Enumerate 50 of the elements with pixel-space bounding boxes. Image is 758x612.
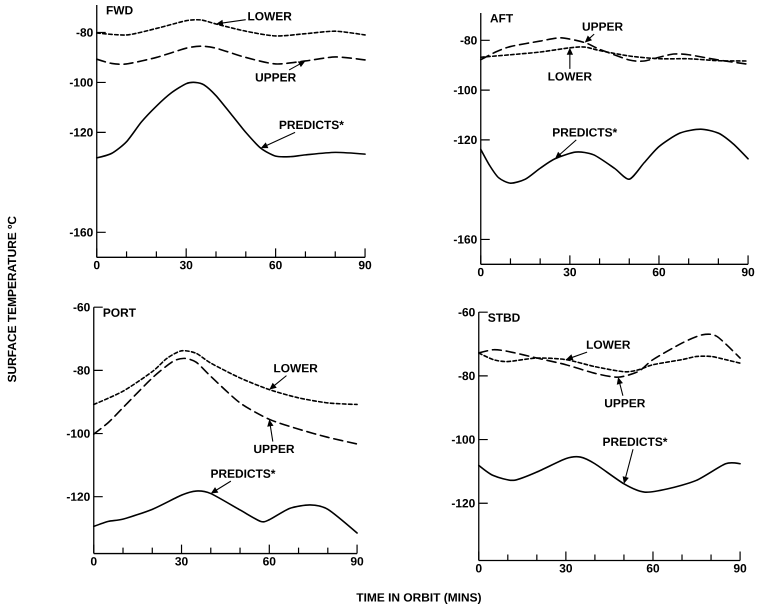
y-tick-label: -120 — [452, 498, 475, 508]
legend-label: LOWER — [248, 12, 292, 20]
x-tick-label: 30 — [560, 564, 572, 572]
legend-label: UPPER — [604, 398, 646, 408]
x-axis-title: TIME IN ORBIT (MINS) — [356, 592, 481, 604]
chart-title: STBD — [488, 313, 520, 322]
y-tick-label: -120 — [454, 135, 477, 144]
series-label: LOWER — [586, 340, 630, 349]
y-tick-label: -100 — [70, 78, 93, 86]
y-tick-label: -60 — [73, 302, 90, 312]
y-tick-label: -120 — [70, 128, 93, 136]
x-tick-label: 90 — [350, 556, 364, 566]
x-tick-label: 60 — [646, 564, 660, 572]
x-tick-label: 30 — [180, 260, 192, 270]
y-tick-label: -160 — [70, 228, 93, 236]
x-tick-label: 60 — [263, 556, 276, 566]
x-tick-label: 0 — [478, 268, 484, 276]
y-tick-label: -80 — [460, 36, 477, 44]
y-tick-label: -80 — [458, 371, 475, 380]
y-tick-label: -80 — [73, 366, 90, 374]
series-label: PREDICTS* — [603, 437, 668, 446]
chart-title: PORT — [104, 308, 136, 317]
y-tick-label: -100 — [454, 86, 477, 94]
x-tick-label: 60 — [652, 268, 666, 276]
x-tick-label: 90 — [742, 268, 754, 276]
x-tick-label: 60 — [269, 260, 282, 270]
x-tick-label: 0 — [90, 556, 97, 566]
series-label: PREDICTS* — [553, 128, 618, 136]
y-tick-label: -100 — [66, 429, 90, 438]
chart-title: FWD — [106, 6, 133, 14]
legend-label: UPPER — [254, 444, 294, 453]
series-label: PREDICTS* — [280, 120, 344, 129]
series-label: UPPER — [582, 22, 623, 31]
series-label: UPPER — [256, 73, 296, 82]
x-tick-label: 0 — [476, 564, 482, 572]
y-axis-title: SURFACE TEMPERATURE ºC — [8, 216, 16, 382]
y-tick-label: -80 — [76, 28, 93, 36]
x-tick-label: 0 — [94, 260, 100, 270]
x-tick-label: 30 — [564, 268, 576, 276]
x-tick-label: 90 — [734, 564, 746, 572]
chart-title: AFT — [490, 14, 514, 22]
legend-label: LOWER — [548, 72, 592, 80]
x-tick-label: 30 — [175, 556, 188, 566]
y-tick-label: -120 — [66, 492, 90, 501]
series-label: LOWER — [274, 364, 318, 372]
y-tick-label: -60 — [458, 308, 475, 316]
y-tick-label: -100 — [452, 435, 475, 444]
x-tick-label: 90 — [358, 260, 372, 270]
series-label: PREDICTS* — [211, 469, 276, 478]
y-tick-label: -160 — [454, 234, 477, 244]
